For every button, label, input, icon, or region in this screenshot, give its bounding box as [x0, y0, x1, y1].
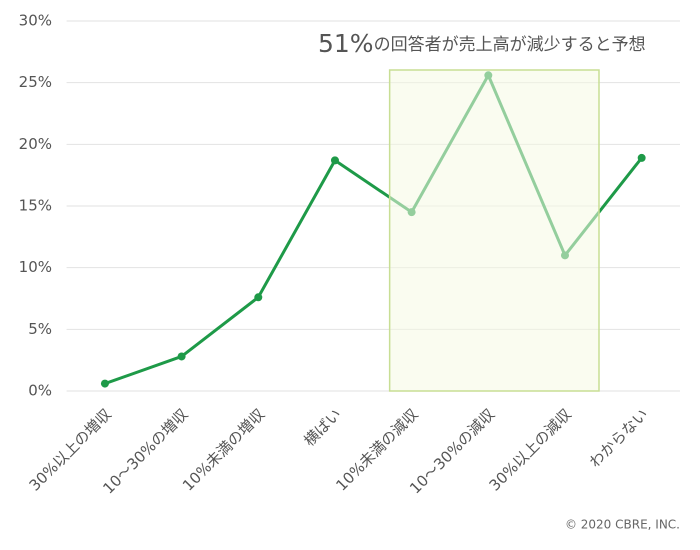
data-point — [637, 153, 646, 162]
annotation-emphasis: 51% — [318, 29, 374, 58]
x-tick-label: 10%未満の減収 — [332, 405, 421, 494]
y-tick-label: 0% — [28, 382, 52, 400]
y-tick-label: 5% — [28, 320, 52, 338]
y-tick-label: 10% — [19, 258, 52, 276]
data-point — [177, 352, 186, 361]
y-tick-label: 20% — [19, 135, 52, 153]
y-tick-label: 15% — [19, 197, 52, 215]
annotation: 51%の回答者が売上高が減少すると予想 — [318, 29, 646, 58]
x-tick-label: 30%以上の減収 — [486, 405, 575, 494]
x-tick-label: 横ばい — [300, 405, 345, 450]
annotation-text: の回答者が売上高が減少すると予想 — [374, 35, 646, 55]
x-tick-label: わからない — [586, 405, 652, 471]
x-tick-label: 10%未満の増収 — [179, 405, 268, 494]
y-tick-label: 25% — [19, 73, 52, 91]
x-tick-label: 30%以上の増収 — [26, 405, 115, 494]
data-point — [330, 156, 339, 165]
copyright: © 2020 CBRE, INC. — [565, 518, 680, 532]
data-point — [100, 379, 109, 388]
y-tick-label: 30% — [19, 12, 52, 30]
data-point — [254, 293, 263, 302]
highlight-box — [388, 69, 600, 392]
